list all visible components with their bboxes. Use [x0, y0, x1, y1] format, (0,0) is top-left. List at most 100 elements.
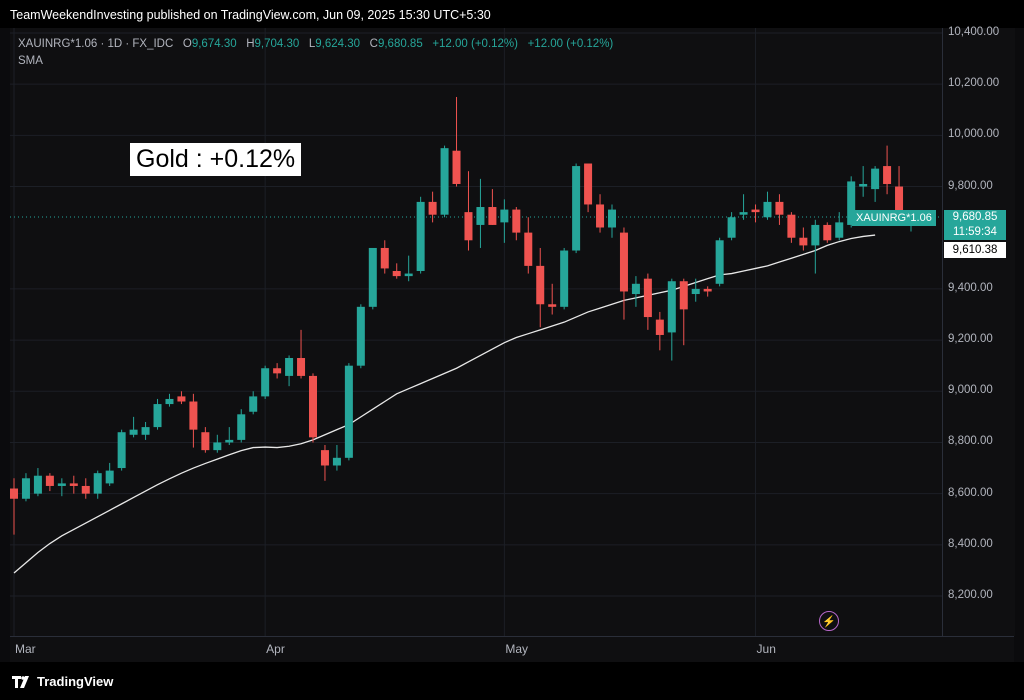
candle-body: [643, 278, 652, 318]
candle-body: [249, 396, 258, 412]
candle-body: [799, 237, 808, 246]
price-tick-label: 10,400.00: [948, 26, 1000, 38]
candle-body: [835, 222, 844, 238]
candle-body: [847, 181, 856, 225]
candle-body: [141, 427, 150, 435]
publisher-text: TeamWeekendInvesting published on Tradin…: [10, 8, 491, 22]
top-bar: TeamWeekendInvesting published on Tradin…: [0, 0, 1024, 28]
high-value: 9,704.30: [254, 38, 300, 50]
price-tick-label: 10,200.00: [948, 77, 1000, 90]
candle-body: [33, 475, 42, 494]
candle-body: [440, 148, 449, 215]
candle-body: [261, 368, 270, 397]
gold-annotation[interactable]: Gold : +0.12%: [130, 143, 302, 176]
candle-body: [428, 201, 437, 215]
candle-body: [619, 232, 628, 292]
candle-body: [703, 288, 712, 292]
candle-body: [153, 404, 162, 428]
symbol-info[interactable]: XAUINRG*1.06 · 1D · FX_IDC: [18, 38, 174, 50]
candle-body: [273, 368, 282, 374]
candle-body: [21, 478, 30, 499]
price-tick-label: 8,200.00: [948, 589, 993, 601]
bottom-bar: [0, 662, 1024, 700]
candle-body: [225, 439, 234, 443]
open-value: 9,674.30: [191, 38, 237, 50]
candle-body: [895, 186, 904, 215]
candle-body: [105, 470, 114, 484]
lightning-bolt-icon[interactable]: ⚡: [819, 611, 839, 631]
candle-body: [285, 358, 294, 376]
time-axis[interactable]: [10, 636, 1014, 663]
candle-body: [655, 319, 664, 335]
candle-body: [332, 457, 341, 466]
candle-body: [524, 232, 533, 266]
price-tick-label: 9,000.00: [948, 384, 993, 397]
tradingview-logo-icon: [12, 675, 29, 688]
candle-body: [739, 212, 748, 215]
close-value: 9,680.85: [377, 38, 423, 50]
candle-body: [213, 442, 222, 451]
candle-body: [512, 209, 521, 233]
candle-body: [679, 281, 688, 310]
candle-body: [165, 398, 174, 405]
price-tick-label: 9,800.00: [948, 179, 993, 192]
price-tick-label: 9,200.00: [948, 333, 993, 346]
candle-body: [596, 204, 605, 228]
candle-body: [548, 304, 557, 307]
tradingview-logo[interactable]: TradingView: [12, 674, 113, 689]
candle-body: [69, 483, 78, 486]
low-label: L: [308, 38, 316, 50]
price-axis[interactable]: [942, 28, 1015, 636]
change-value-2: +12.00 (+0.12%): [527, 38, 614, 50]
candle-body: [10, 488, 18, 499]
candle-body: [177, 396, 186, 402]
month-label: Jun: [756, 642, 776, 656]
sma-indicator-label[interactable]: SMA: [18, 55, 43, 67]
last-price-value: 9,680.85: [952, 211, 998, 223]
candle-body: [237, 414, 246, 440]
ohlc-legend: XAUINRG*1.06 · 1D · FX_IDC O9,674.30 H9,…: [18, 38, 613, 50]
price-tick-label: 8,800.00: [948, 435, 993, 448]
candle-body: [452, 150, 461, 184]
sma-price-tag: 9,610.38: [944, 242, 1006, 258]
open-label: O: [182, 38, 192, 50]
price-tick-label: 8,400.00: [948, 537, 993, 550]
bar-countdown: 11:59:34: [953, 226, 997, 238]
candle-body: [320, 450, 329, 466]
change-value: +12.00 (+0.12%): [432, 38, 518, 50]
candle-body: [631, 283, 640, 295]
candle-body: [751, 209, 760, 213]
candle-body: [859, 183, 868, 187]
candle-body: [715, 240, 724, 284]
close-label: C: [369, 38, 378, 50]
candle-body: [309, 375, 317, 438]
candle-body: [572, 166, 581, 251]
low-value: 9,624.30: [315, 38, 361, 50]
candle-body: [823, 224, 832, 241]
candle-body: [584, 163, 593, 205]
month-label: May: [505, 642, 529, 656]
candle-body: [416, 201, 425, 271]
candle-body: [691, 288, 700, 295]
symbol-price-tag: XAUINRG*1.06: [852, 210, 936, 226]
price-tick-label: 10,000.00: [948, 128, 1000, 141]
candle-body: [667, 281, 676, 333]
candle-body: [811, 224, 820, 246]
sma-line: [13, 234, 876, 574]
candle-body: [344, 365, 353, 458]
candle-body: [93, 473, 102, 494]
candle-body: [129, 429, 138, 435]
month-label: Mar: [15, 642, 36, 656]
candle-body: [45, 475, 54, 486]
candle-body: [464, 212, 473, 241]
candle-body: [871, 168, 880, 190]
candle-body: [787, 214, 796, 238]
chart-plot-area[interactable]: [10, 28, 942, 636]
price-tick-label: 9,400.00: [948, 281, 993, 294]
candle-body: [368, 247, 377, 307]
candle-body: [356, 306, 365, 366]
candle-body: [536, 265, 545, 305]
candle-body: [763, 201, 772, 218]
